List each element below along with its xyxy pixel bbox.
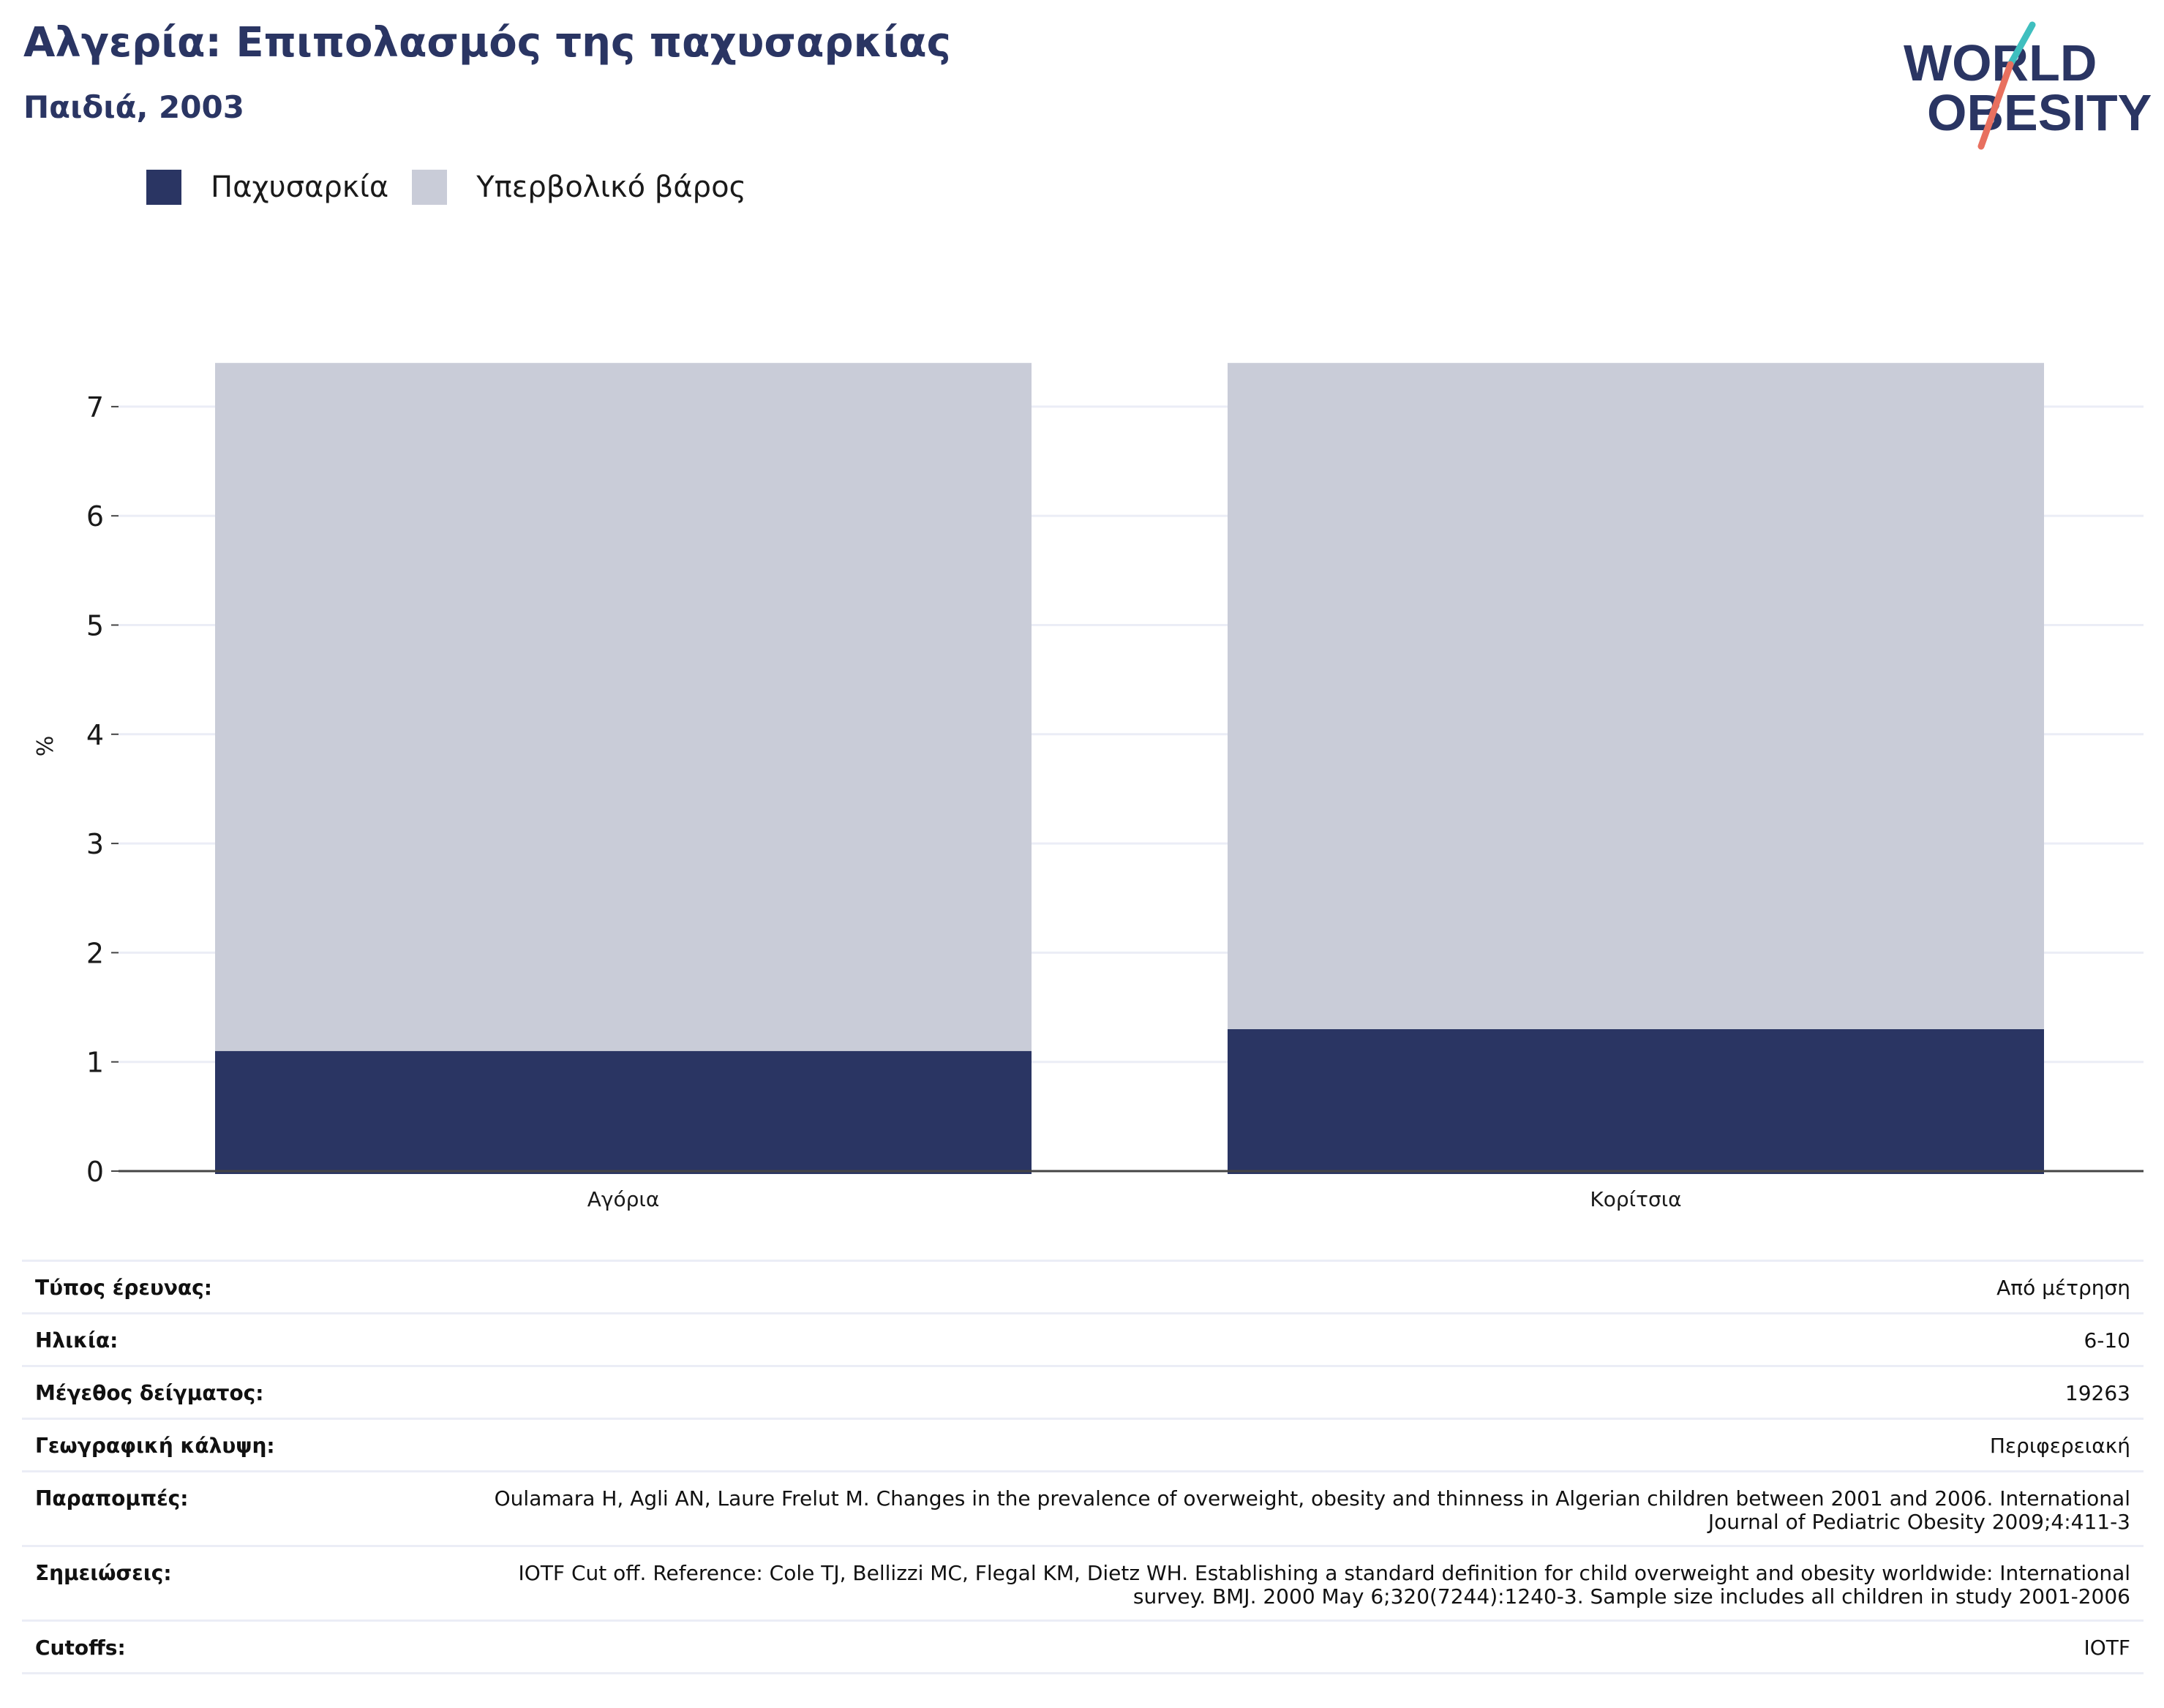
bar-obesity[interactable] (215, 1050, 1032, 1174)
details-row-label: Σημειώσεις: (35, 1561, 172, 1585)
details-row-label: Παραπομπές: (35, 1486, 189, 1511)
details-row: Σημειώσεις: IOTF Cut off. Reference: Cole… (22, 1547, 2144, 1622)
y-tick-label: 1 (86, 1047, 104, 1079)
details-row: Cutoffs: IOTF (22, 1622, 2144, 1674)
y-tick-label: 4 (86, 719, 104, 751)
details-row: Ηλικία: 6-10 (22, 1314, 2144, 1367)
legend-item-obesity[interactable]: Παχυσαρκία (146, 170, 388, 205)
details-row-value: IOTF Cut off. Reference: Cole TJ, Belliz… (518, 1561, 2130, 1609)
details-row: Γεωγραφική κάλυψη: Περιφερειακή (22, 1420, 2144, 1472)
chart-title: Αλγερία: Επιπολασμός της παχυσαρκίας (23, 19, 951, 67)
bar-overweight[interactable] (1228, 363, 2044, 1029)
y-axis-label: % (33, 736, 59, 757)
details-row-value: IOTF (2084, 1636, 2130, 1660)
bar-overweight[interactable] (215, 363, 1032, 1051)
y-tick-label: 0 (86, 1156, 104, 1188)
bars (215, 363, 2044, 1174)
legend-label-obesity: Παχυσαρκία (211, 170, 389, 204)
legend-label-overweight: Υπερβολικό βάρος (476, 170, 747, 204)
logo-slash-bottom (1977, 61, 2014, 150)
details-row-value: Oulamara H, Agli AN, Laure Frelut M. Cha… (494, 1486, 2130, 1534)
details-row: Παραπομπές: Oulamara H, Agli AN, Laure Fr… (22, 1472, 2144, 1547)
logo-line-world: WORLD (1904, 34, 2097, 91)
x-axis-ticks: Αγόρια Κορίτσια (587, 1187, 1682, 1211)
legend-swatch-overweight (412, 170, 448, 205)
details-row-value: 19263 (2065, 1381, 2130, 1405)
chart-subtitle: Παιδιά, 2003 (23, 89, 244, 125)
y-axis-ticks: 0 1 2 3 4 5 6 7 (86, 391, 119, 1188)
chart-legend: Παχυσαρκία Υπερβολικό βάρος (146, 168, 770, 206)
details-row-value: Από μέτρηση (1996, 1276, 2130, 1300)
logo-slash-top (2007, 21, 2036, 68)
bar-chart: 0 1 2 3 4 5 6 7 Αγόρια Κορίτσια % (33, 363, 2144, 1211)
legend-item-overweight[interactable]: Υπερβολικό βάρος (412, 170, 746, 205)
y-tick-label: 2 (86, 937, 104, 969)
details-row: Μέγεθος δείγματος: 19263 (22, 1367, 2144, 1420)
details-row-value: Περιφερειακή (1989, 1434, 2130, 1458)
details-row-label: Ηλικία: (35, 1328, 119, 1353)
details-row-label: Cutoffs: (35, 1636, 126, 1660)
y-tick-label: 6 (86, 500, 104, 533)
details-row-label: Τύπος έρευνας: (35, 1276, 212, 1300)
logo-line-obesity: OBESITY (1927, 84, 2151, 141)
details-table: Τύπος έρευνας: Από μέτρηση Ηλικία: 6-10 Μέγε… (22, 1260, 2144, 1674)
details-row-label: Μέγεθος δείγματος: (35, 1381, 264, 1405)
x-tick-label: Αγόρια (587, 1187, 660, 1211)
details-row-label: Γεωγραφική κάλυψη: (35, 1434, 275, 1458)
details-row-value: 6-10 (2084, 1328, 2130, 1353)
x-tick-label: Κορίτσια (1590, 1187, 1681, 1211)
details-row: Τύπος έρευνας: Από μέτρηση (22, 1262, 2144, 1314)
y-tick-label: 7 (86, 391, 104, 424)
y-tick-label: 5 (86, 610, 104, 642)
y-tick-label: 3 (86, 828, 104, 860)
bar-obesity[interactable] (1228, 1028, 2044, 1174)
legend-swatch-obesity (146, 170, 181, 205)
world-obesity-logo: WORLD OBESITY (1904, 21, 2151, 150)
